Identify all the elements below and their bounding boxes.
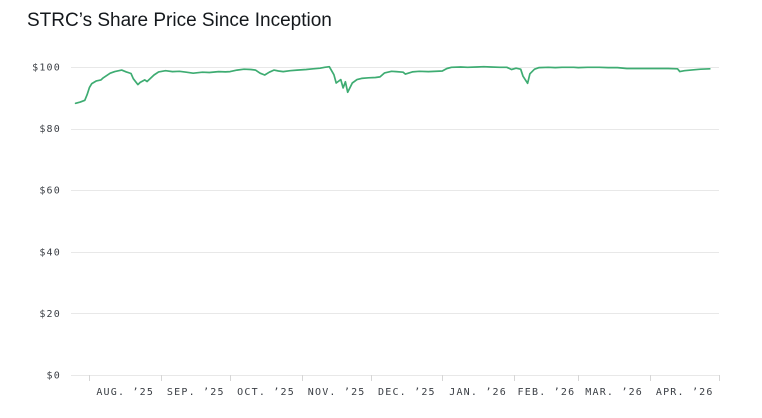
- x-axis-tick-label: NOV. ’25: [308, 387, 366, 398]
- x-axis-tick-label: MAR. ’26: [585, 387, 643, 398]
- y-axis-tick-label: $0: [47, 371, 61, 382]
- x-axis-tick-label: SEP. ’25: [167, 387, 225, 398]
- x-axis-tick-label: FEB. ’26: [518, 387, 576, 398]
- y-axis-tick-label: $100: [32, 63, 61, 74]
- chart-title: STRC’s Share Price Since Inception: [27, 10, 332, 31]
- y-axis-tick-label: $40: [39, 247, 61, 258]
- y-axis-tick-label: $20: [39, 309, 61, 320]
- x-axis-tick-label: AUG. ’25: [96, 387, 154, 398]
- x-axis-tick-label: APR. ’26: [656, 387, 714, 398]
- x-axis-tick-label: JAN. ’26: [449, 387, 507, 398]
- share-price-line: [74, 65, 711, 105]
- y-axis-tick-label: $80: [39, 124, 61, 135]
- x-axis-tick-label: DEC. ’25: [378, 387, 436, 398]
- y-axis-tick-label: $60: [39, 186, 61, 197]
- x-axis-tick-label: OCT. ’25: [237, 387, 295, 398]
